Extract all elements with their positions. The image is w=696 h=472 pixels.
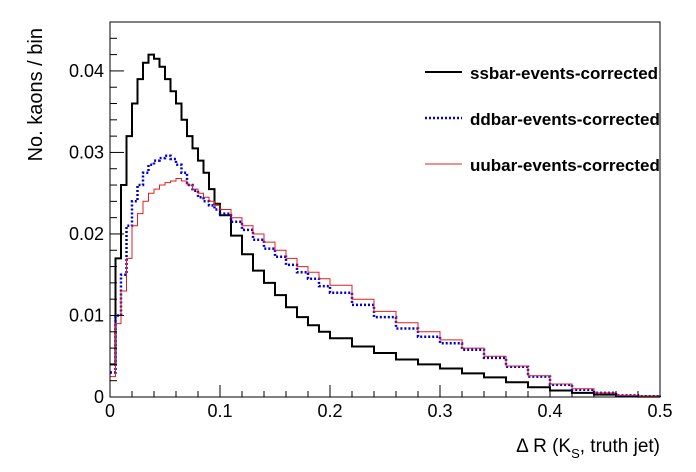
x-tick-label: 0.3 (427, 401, 452, 421)
x-tick-label: 0 (105, 401, 115, 421)
y-tick-label: 0.04 (69, 61, 104, 81)
plot-frame (109, 21, 661, 398)
x-axis-label: Δ R (KS, truth jet) (516, 436, 660, 461)
axes-layer: 0 0.1 0.2 0.3 0.4 0.5 0 0.01 0.02 0.03 0.04 (69, 37, 673, 421)
legend: ssbar-events-corrected ddbar-events-corre… (425, 64, 660, 175)
x-axis-label-tail: , truth jet) (580, 436, 660, 457)
y-tick-label: 0 (94, 387, 104, 407)
y-tick-label: 0.01 (69, 305, 104, 325)
x-axis-label-main: Δ R (K (516, 436, 571, 457)
legend-label-1: ssbar-events-corrected (470, 64, 658, 83)
x-tick-label: 0.2 (317, 401, 342, 421)
x-tick-label: 0.4 (537, 401, 562, 421)
x-axis-label-sub: S (571, 446, 580, 461)
x-tick-label: 0.5 (647, 401, 672, 421)
series-line-1 (110, 53, 661, 398)
x-tick-label: 0.1 (207, 401, 232, 421)
series-line-2 (110, 154, 662, 398)
y-axis-label: No. kaons / bin (25, 28, 47, 161)
legend-label-3: uubar-events-corrected (470, 156, 660, 175)
legend-label-2: ddbar-events-corrected (470, 110, 660, 129)
series-layer (110, 53, 662, 398)
y-tick-label: 0.02 (69, 224, 104, 244)
y-tick-label: 0.03 (69, 142, 104, 162)
series-line-3 (110, 178, 661, 397)
